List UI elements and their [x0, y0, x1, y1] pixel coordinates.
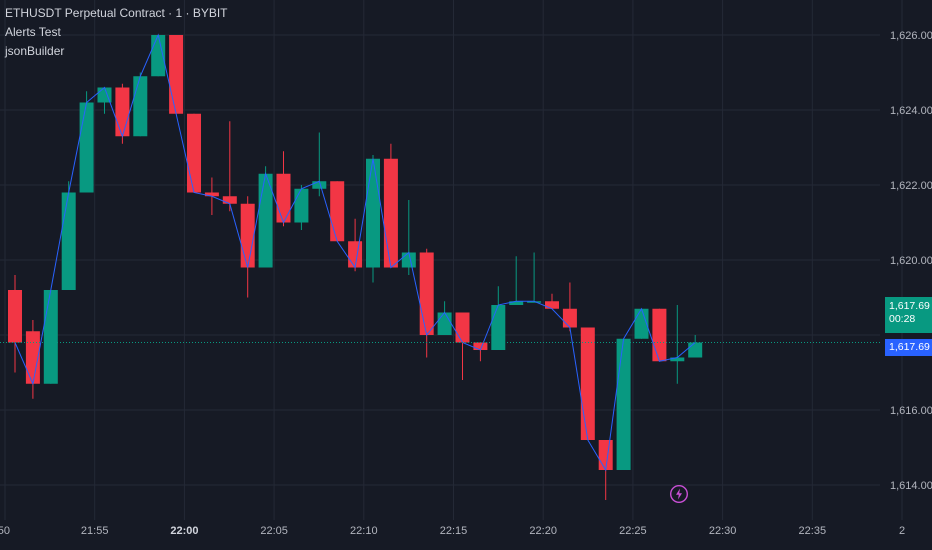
candle-body — [473, 342, 488, 350]
candle-body — [97, 87, 112, 103]
indicator-alerts-test[interactable]: Alerts Test — [5, 25, 61, 39]
candle-body — [276, 173, 291, 223]
candle-body — [670, 357, 685, 362]
candle-body — [509, 301, 524, 305]
close-price-line — [14, 33, 696, 472]
candle-body — [8, 290, 22, 343]
candle-body — [79, 102, 94, 193]
price-axis-label: 1,620.00 — [890, 255, 932, 267]
candle-body — [43, 290, 58, 384]
candle-body — [383, 158, 398, 268]
candle-body — [455, 312, 470, 343]
lightning-alert-icon[interactable] — [669, 484, 689, 504]
candle-body — [61, 192, 76, 290]
candle-body — [151, 35, 166, 77]
candle-body — [222, 196, 237, 204]
time-axis-label: 50 — [0, 525, 10, 537]
time-axis-label: 21:55 — [81, 525, 109, 537]
candle-body — [419, 252, 434, 335]
candle-body — [115, 87, 130, 137]
indicator-json-builder[interactable]: jsonBuilder — [5, 44, 65, 58]
candle-body — [401, 252, 416, 268]
bar-countdown: 00:28 — [889, 313, 916, 325]
symbol-title[interactable]: ETHUSDT Perpetual Contract · 1 · BYBIT — [5, 6, 228, 20]
time-axis-label: 22:10 — [350, 525, 378, 537]
candle-body — [258, 173, 273, 268]
price-axis-label: 1,614.00 — [890, 480, 932, 492]
indicator-line — [0, 33, 880, 472]
time-axis-label: 22:30 — [709, 525, 737, 537]
time-axis-label: 22:20 — [529, 525, 557, 537]
candlestick-series — [8, 35, 703, 500]
price-axis-label: 1,624.00 — [890, 105, 932, 117]
candle-body — [187, 113, 201, 193]
time-axis[interactable]: 50 21:55 22:00 22:05 22:10 22:15 22:20 22:25 22:… — [0, 525, 905, 537]
candle-body — [25, 331, 40, 384]
time-axis-label: 22:00 — [170, 525, 198, 537]
price-axis[interactable]: 1,626.00 1,624.00 1,622.00 1,620.00 1,616.00… — [890, 30, 932, 492]
candle-body — [652, 308, 667, 362]
candle-body — [688, 342, 703, 358]
candle-body — [366, 158, 380, 268]
candle-body — [240, 203, 255, 268]
candle-body — [527, 301, 542, 303]
candle-body — [348, 241, 363, 268]
candle-body — [580, 327, 595, 440]
price-axis-label: 1,622.00 — [890, 180, 932, 192]
price-axis-label: 1,616.00 — [890, 405, 932, 417]
candle-body — [634, 308, 649, 339]
candle-body — [312, 181, 327, 189]
candle-body — [491, 305, 506, 350]
current-price-value: 1,617.69 — [889, 300, 930, 312]
candle-body — [437, 312, 452, 335]
time-axis-label: 22:35 — [799, 525, 827, 537]
candle-body — [330, 181, 345, 242]
candle-body — [616, 338, 631, 470]
current-price-tag: 1,617.69 00:28 — [885, 297, 932, 333]
candle-body — [545, 301, 559, 309]
candle-body — [169, 35, 184, 114]
candle-body — [133, 76, 148, 137]
time-axis-label: 22:05 — [260, 525, 288, 537]
candle-body — [204, 192, 219, 197]
last-price-tag: 1,617.69 — [885, 339, 932, 356]
price-axis-label: 1,626.00 — [890, 30, 932, 42]
time-axis-label: 22:25 — [619, 525, 647, 537]
candle-body — [294, 188, 309, 223]
candle-body — [562, 308, 577, 328]
time-axis-label: 2 — [899, 525, 905, 537]
chart-legend: ETHUSDT Perpetual Contract · 1 · BYBIT A… — [5, 4, 228, 61]
candle-body — [598, 440, 613, 470]
time-axis-label: 22:15 — [440, 525, 468, 537]
